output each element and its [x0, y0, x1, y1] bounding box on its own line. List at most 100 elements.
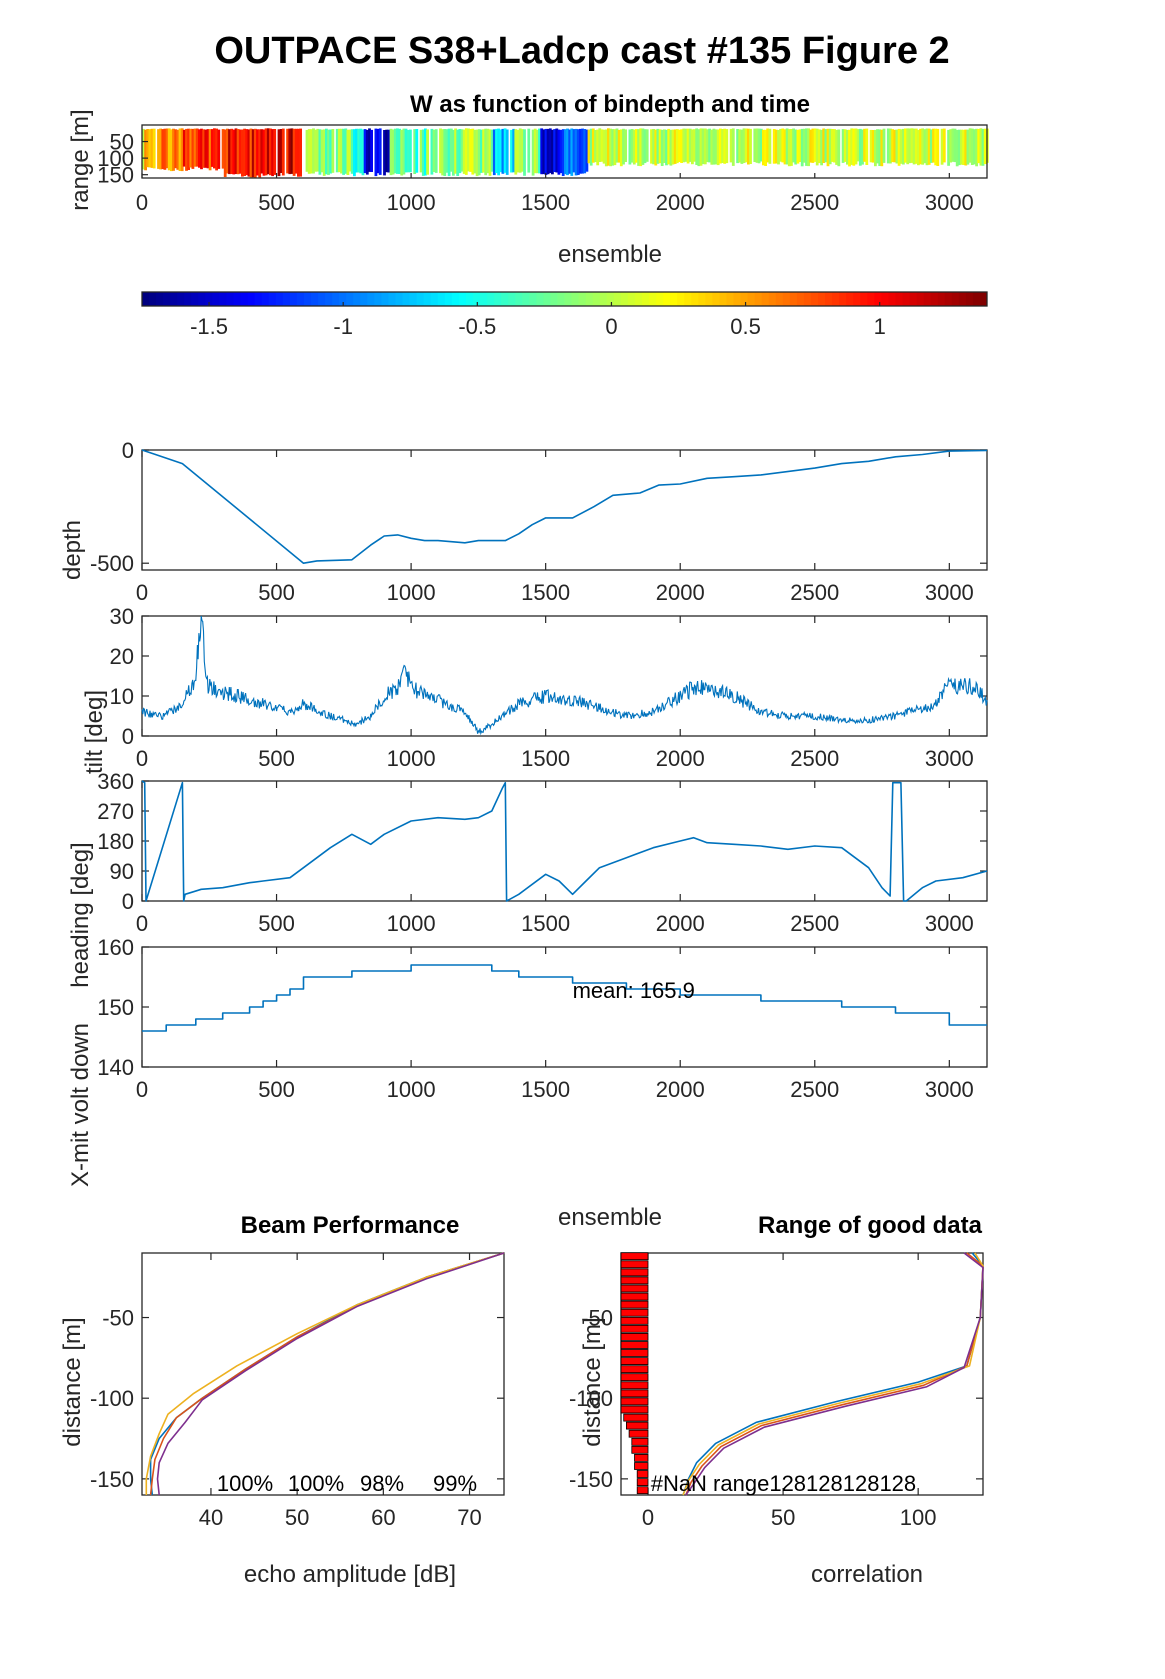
w-image-cell: [574, 128, 578, 176]
w-image-cell: [340, 128, 343, 174]
colorbar-segment: [268, 292, 277, 306]
w-image-cell: [490, 129, 494, 172]
w-image-cell: [891, 129, 894, 163]
nan-range-bar: [634, 1454, 649, 1462]
w-image-cell: [663, 129, 666, 163]
depth-ytick-label: 0: [122, 438, 134, 463]
colorbar-segment: [916, 292, 925, 306]
colorbar-segment: [677, 292, 685, 306]
w-image-cell: [189, 128, 193, 168]
tilt-xtick-label: 1000: [387, 746, 436, 771]
range_good_data-ytick-label: -50: [581, 1306, 613, 1331]
w-image-cell: [348, 129, 352, 172]
w-image-cell: [600, 129, 604, 162]
w-image-cell: [671, 129, 675, 165]
w-image-cell: [548, 128, 552, 174]
colorbar-segment: [754, 292, 763, 306]
w-image-cell: [919, 128, 922, 165]
w-image-cell: [215, 128, 218, 171]
w-image-cell: [650, 129, 653, 164]
w-image-cell: [850, 128, 854, 165]
w-image-cell: [480, 129, 483, 173]
colorbar-segment: [289, 292, 298, 306]
colorbar-segment: [789, 292, 798, 306]
voltage-xtick-label: 2500: [790, 1077, 839, 1102]
w_image-xtick-label: 1500: [521, 190, 570, 215]
nan-range-bar: [623, 1413, 649, 1422]
w-image-cell: [701, 128, 705, 165]
w-image-xlabel: ensemble: [558, 241, 662, 268]
w-image-cell: [755, 128, 759, 163]
w-image-cell: [695, 128, 699, 165]
w-image-cell: [854, 128, 858, 165]
w-image-cell: [314, 129, 317, 172]
w-image-cell: [697, 129, 701, 167]
colorbar-segment: [303, 292, 312, 306]
w-image-cell: [182, 129, 186, 167]
tilt-xtick-label: 2500: [790, 746, 839, 771]
w-image-cell: [977, 128, 981, 164]
w-image-cell: [579, 128, 582, 174]
colorbar-segment: [170, 292, 178, 306]
w-image-cell: [191, 128, 195, 169]
w-image-cell: [387, 129, 391, 173]
w-image-cell: [736, 129, 739, 164]
w-image-cell: [406, 129, 410, 173]
w-image-cell: [286, 128, 289, 174]
nan-range-bar: [620, 1300, 649, 1309]
nan-range-bar: [620, 1276, 649, 1285]
w-image-cell: [957, 129, 961, 166]
w-image-cell: [564, 129, 567, 175]
tilt-ylabel: tilt [deg]: [81, 690, 108, 774]
w-image-cell: [652, 129, 655, 165]
colorbar-tick-label: -1.5: [190, 314, 228, 339]
w-image-cell: [807, 128, 810, 167]
w-image-cell: [542, 129, 546, 175]
w-image-cell: [516, 129, 520, 173]
w-image-cell: [609, 128, 612, 167]
w-image-cell: [148, 129, 152, 168]
nan-range-bar: [620, 1349, 649, 1357]
w-image-cell: [587, 129, 591, 164]
voltage-xtick-label: 1500: [521, 1077, 570, 1102]
w-image-cell: [591, 128, 595, 163]
w-image-cell: [281, 128, 285, 176]
tilt-xtick-label: 500: [258, 746, 295, 771]
colorbar-segment: [515, 292, 523, 306]
w-image-cell: [146, 129, 150, 168]
colorbar-segment: [613, 292, 622, 306]
colorbar-segment: [663, 292, 671, 306]
w-image-cell: [708, 128, 711, 163]
w-image-cell: [929, 129, 933, 163]
w-image-cell: [467, 128, 470, 172]
colorbar-segment: [571, 292, 580, 306]
colorbar-segment: [191, 292, 199, 306]
w-image-cell: [335, 128, 339, 173]
w-image-cell: [445, 129, 449, 173]
w-image-cell: [712, 128, 716, 165]
voltage-xtick-label: 500: [258, 1077, 295, 1102]
w-image-cell: [206, 129, 210, 169]
w-image-cell: [645, 129, 649, 162]
w-image-cell: [486, 128, 490, 174]
colorbar-segment: [430, 292, 439, 306]
w-image-cell: [934, 128, 938, 166]
tilt-line: [141, 615, 988, 736]
w-image-cell: [396, 128, 399, 174]
w-image-cell: [473, 129, 477, 174]
w-image-cells: [142, 128, 989, 178]
colorbar-segment: [719, 292, 727, 306]
w-image-cell: [368, 128, 371, 172]
w-image-cell: [159, 128, 162, 170]
depth-line: [141, 449, 988, 565]
beam_performance-axes-box: [141, 1252, 505, 1496]
w-image-cell: [488, 129, 492, 176]
w-image-cell: [462, 129, 466, 174]
colorbar-segment: [606, 292, 615, 306]
w-image-cell: [238, 129, 242, 174]
w-image-cell: [747, 128, 750, 165]
w-image-cell: [253, 128, 257, 178]
w_image-xtick-label: 3000: [925, 190, 974, 215]
voltage-xtick-label: 1000: [387, 1077, 436, 1102]
colorbar-segment: [367, 292, 375, 306]
